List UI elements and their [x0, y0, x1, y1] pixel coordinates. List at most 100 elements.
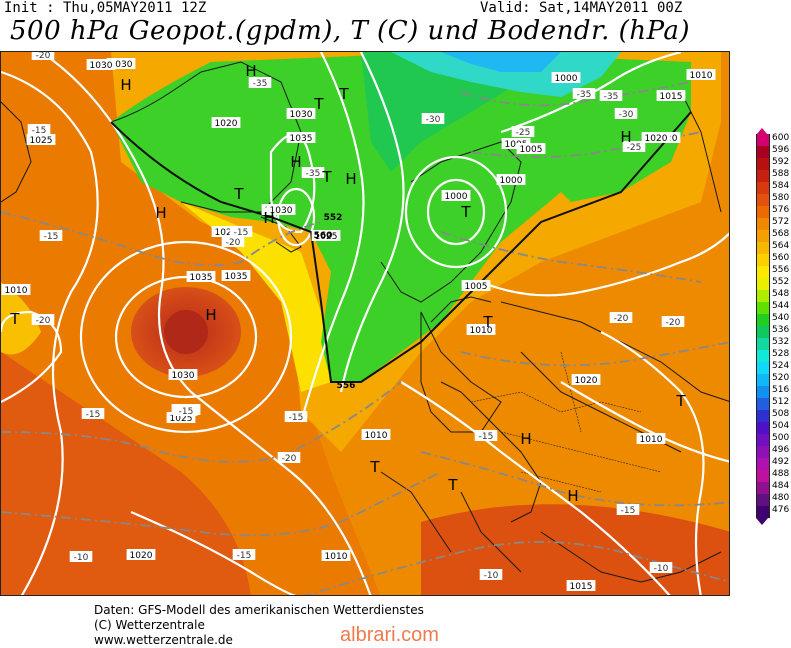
pressure-label: 1030	[90, 61, 113, 71]
temp-label-bg	[39, 230, 63, 241]
legend-label: 588	[772, 169, 790, 179]
temp-label-bg	[511, 126, 535, 137]
temp-label: -35	[604, 92, 619, 102]
legend-swatch	[756, 434, 770, 446]
temp-label-bg	[284, 411, 308, 422]
legend-swatch	[756, 506, 770, 518]
field-southwest	[1, 352, 251, 595]
high-pressure-label: H	[345, 170, 356, 188]
high-pressure-label: H	[155, 204, 166, 222]
temp-label-bg	[421, 113, 445, 124]
pressure-label-bg	[168, 369, 198, 380]
geopotential-552-line	[110, 111, 692, 383]
legend-label: 544	[772, 301, 790, 311]
pressure-label: 1005	[505, 140, 528, 150]
temp-label-bg	[479, 569, 503, 580]
temp-label: -35	[253, 79, 268, 89]
low-pressure-label: T	[321, 168, 332, 186]
legend-label: 508	[772, 409, 790, 419]
map-title: 500 hPa Geopot.(gpdm), T (C) und Bodendr…	[10, 16, 691, 46]
temp-label: -15	[44, 232, 59, 242]
pressure-label: 1020	[215, 119, 238, 129]
pressure-label-bg	[211, 117, 241, 128]
pressure-label-bg	[496, 174, 526, 185]
temp-label: -20	[282, 454, 297, 464]
temp-label: -15	[289, 413, 304, 423]
temp-label-bg	[232, 549, 256, 560]
pressure-label-bg	[286, 132, 316, 143]
low-pressure-label: T	[482, 313, 493, 331]
low-pressure-label: T	[233, 185, 244, 203]
valid-time: Valid: Sat,14MAY2011 00Z	[480, 0, 683, 16]
temp-label: -15	[86, 410, 101, 420]
pressure-label-bg	[86, 59, 116, 70]
pressure-label: 1020	[645, 134, 668, 144]
field-west-tip	[1, 282, 41, 355]
pressure-label: 1005	[520, 145, 543, 155]
temp-label: -20	[666, 318, 681, 328]
legend-label: 592	[772, 157, 790, 167]
legend-swatch	[756, 182, 770, 194]
legend-swatch	[756, 302, 770, 314]
legend-label: 552	[772, 277, 790, 287]
legend-swatch	[756, 314, 770, 326]
pressure-label-bg	[266, 204, 296, 215]
temp-label: -25	[516, 128, 531, 138]
temp-label-bg	[572, 88, 596, 99]
legend-swatch	[756, 482, 770, 494]
legend-swatch	[756, 134, 770, 146]
pressure-label: 1020	[575, 376, 598, 386]
pressure-label-bg	[566, 580, 596, 591]
pressure-label-bg	[636, 433, 666, 444]
legend-label: 600	[772, 133, 790, 143]
pressure-label-bg	[211, 226, 241, 237]
geopot-label-group: 552 556 560	[314, 213, 356, 391]
pressure-label-bg	[641, 132, 671, 143]
pressure-label: 1035	[290, 134, 313, 144]
pressure-label-bg	[1, 284, 31, 295]
temp-label-group: -20-15-15-20-35-35-30-35-35-25-30-25-20-…	[27, 52, 685, 581]
temp-label: -35	[577, 90, 592, 100]
legend-swatch	[756, 194, 770, 206]
isotherms	[1, 81, 729, 595]
temp-label-bg	[614, 108, 638, 119]
legend-label: 480	[772, 493, 790, 503]
temp-label-bg	[609, 312, 633, 323]
high-pressure-label: H	[263, 209, 274, 227]
pressure-label-bg	[501, 138, 531, 149]
field-cyan-core	[391, 52, 621, 97]
temp-label: -35	[306, 169, 321, 179]
legend-label: 528	[772, 349, 790, 359]
legend-label: 496	[772, 445, 790, 455]
header-bar: Init : Thu,05MAY2011 12Z Valid: Sat,14MA…	[0, 0, 791, 18]
legend-swatch	[756, 242, 770, 254]
pressure-label-bg	[571, 374, 601, 385]
pressure-label-bg	[166, 412, 196, 423]
legend-label: 572	[772, 217, 790, 227]
pressure-label: 1025	[30, 136, 53, 146]
temp-label: -20	[614, 314, 629, 324]
temp-label: -15	[32, 126, 47, 136]
pressure-label: 1035	[225, 272, 248, 282]
low-pressure-label: T	[313, 95, 324, 113]
temp-label-bg	[248, 77, 272, 88]
pressure-label: 1010	[690, 71, 713, 81]
legend-swatch	[756, 170, 770, 182]
temp-label: -20	[36, 52, 51, 61]
temp-label: -15	[621, 506, 636, 516]
legend-swatch	[756, 410, 770, 422]
pressure-label-bg	[466, 324, 496, 335]
high-pressure-label: H	[567, 487, 578, 505]
temp-label-bg	[277, 452, 301, 463]
low-pressure-label: T	[369, 458, 380, 476]
pressure-label-bg	[516, 143, 546, 154]
legend-swatch	[756, 254, 770, 266]
pressure-label: 1000	[555, 74, 578, 84]
pressure-label: 1030	[172, 371, 195, 381]
legend-swatch	[756, 398, 770, 410]
low-pressure-label: T	[447, 476, 458, 494]
legend-label: 540	[772, 313, 790, 323]
temp-label: -25	[627, 143, 642, 153]
temp-label-bg	[27, 124, 51, 135]
